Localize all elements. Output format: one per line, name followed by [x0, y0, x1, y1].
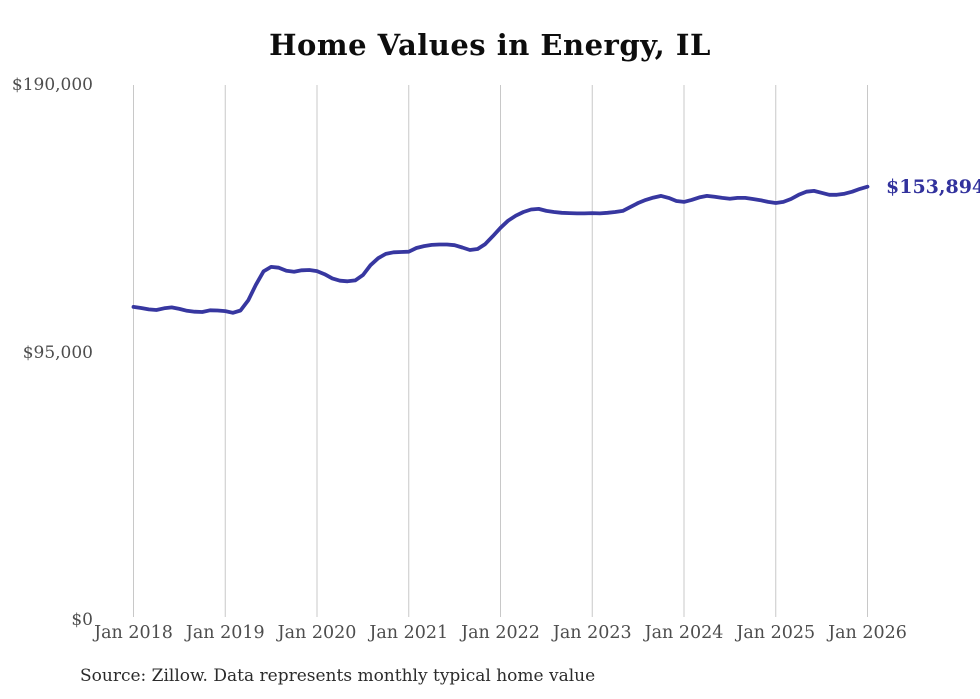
home-value-line: [131, 184, 870, 315]
y-tick-label: $190,000: [11, 75, 93, 95]
x-tick-label: Jan 2019: [185, 623, 265, 643]
y-tick-label: $95,000: [22, 342, 93, 363]
x-tick-label: Jan 2023: [552, 623, 632, 643]
chart-title: Home Values in Energy, IL: [269, 28, 711, 62]
x-tick-label: Jan 2021: [369, 623, 449, 643]
x-tick-label: Jan 2024: [644, 623, 724, 643]
y-tick-label: $0: [71, 610, 93, 630]
x-tick-label: Jan 2026: [828, 623, 907, 643]
x-tick-label: Jan 2020: [277, 623, 357, 643]
source-note: Source: Zillow. Data represents monthly …: [80, 666, 596, 686]
latest-value-label: $153,894: [886, 175, 980, 198]
x-tick-label: Jan 2022: [461, 623, 540, 643]
x-tick-label: Jan 2025: [736, 623, 816, 643]
x-tick-label: Jan 2018: [94, 623, 173, 643]
